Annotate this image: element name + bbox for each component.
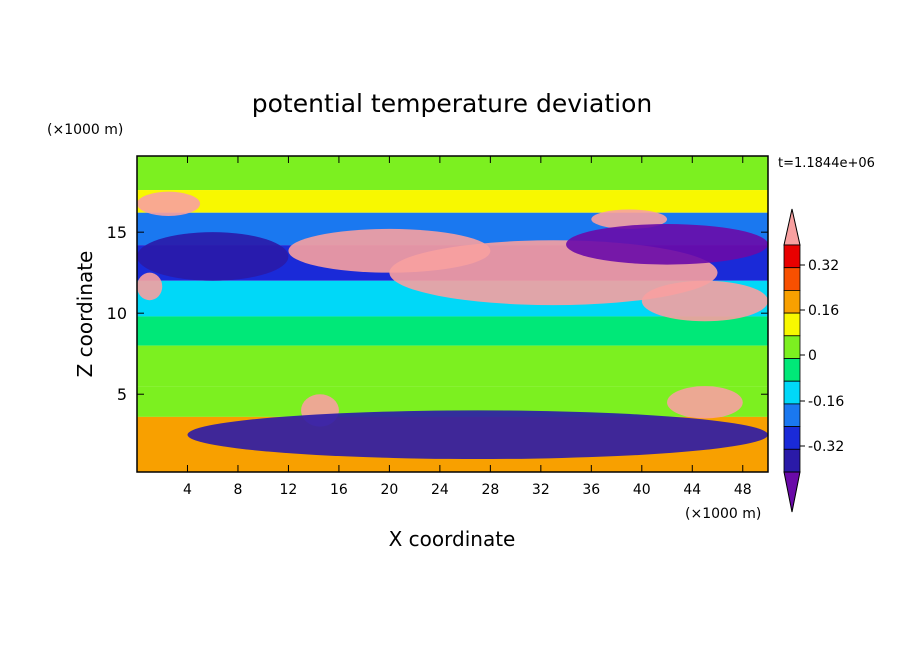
colorbar-label: 0.16 [808, 303, 839, 319]
y-tick-label: 5 [117, 385, 127, 404]
field-band-6 [137, 345, 768, 387]
x-tick-label: 40 [633, 482, 651, 498]
colorbar-segment [783, 267, 801, 291]
colorbar-segment [783, 403, 801, 427]
field-feature-7 [137, 232, 289, 281]
y-tick-label: 15 [107, 223, 127, 242]
field-feature-2 [641, 280, 768, 322]
colorbar-segment [783, 312, 801, 337]
colorbar-segment [783, 335, 801, 359]
x-tick-label: 32 [532, 482, 550, 498]
field-feature-3 [137, 191, 201, 216]
y-tick-label: 10 [107, 304, 127, 323]
plot-frame [136, 155, 769, 473]
colorbar-label: -0.16 [808, 394, 844, 410]
x-tick-label: 12 [280, 482, 298, 498]
colorbar: 0.32 0.16 0 -0.16 -0.32 [783, 208, 844, 513]
colorbar-label: 0 [808, 348, 817, 364]
plot-area [137, 156, 768, 472]
y-axis: 5 10 15 [107, 223, 768, 404]
field-band-1 [137, 190, 768, 213]
colorbar-segment [783, 380, 801, 405]
colorbar-segment [783, 426, 801, 450]
field-feature-10 [187, 410, 768, 460]
x-tick-label: 24 [431, 482, 449, 498]
field-feature-5 [591, 209, 668, 229]
field-band-5 [137, 316, 768, 346]
x-tick-label: 36 [582, 482, 600, 498]
x-tick-label: 4 [183, 482, 192, 498]
x-tick-label: 44 [683, 482, 701, 498]
time-label: t=1.1844e+06 [778, 156, 875, 171]
colorbar-segment [783, 289, 801, 314]
x-tick-label: 48 [734, 482, 752, 498]
x-unit-label: (×1000 m) [685, 506, 761, 522]
x-axis-label: X coordinate [389, 527, 516, 551]
x-tick-label: 8 [233, 482, 242, 498]
x-axis: 4 8 12 16 20 24 28 32 36 40 44 48 [183, 156, 752, 498]
field-band-0 [137, 156, 768, 191]
x-tick-label: 28 [481, 482, 499, 498]
x-tick-label: 20 [380, 482, 398, 498]
colorbar-segment [783, 448, 801, 473]
colorbar-segment [783, 244, 801, 269]
field-feature-4 [137, 272, 163, 301]
field-feature-8 [667, 386, 743, 419]
colorbar-label: -0.32 [808, 439, 844, 455]
field-feature-6 [566, 224, 768, 265]
colorbar-segment [783, 358, 801, 382]
chart-title: potential temperature deviation [252, 89, 652, 118]
y-unit-label: (×1000 m) [47, 122, 123, 138]
colorbar-bottom-arrow [783, 471, 801, 513]
x-tick-label: 16 [330, 482, 348, 498]
colorbar-top-arrow [783, 208, 801, 246]
colorbar-label: 0.32 [808, 258, 839, 274]
y-axis-label: Z coordinate [73, 251, 97, 378]
